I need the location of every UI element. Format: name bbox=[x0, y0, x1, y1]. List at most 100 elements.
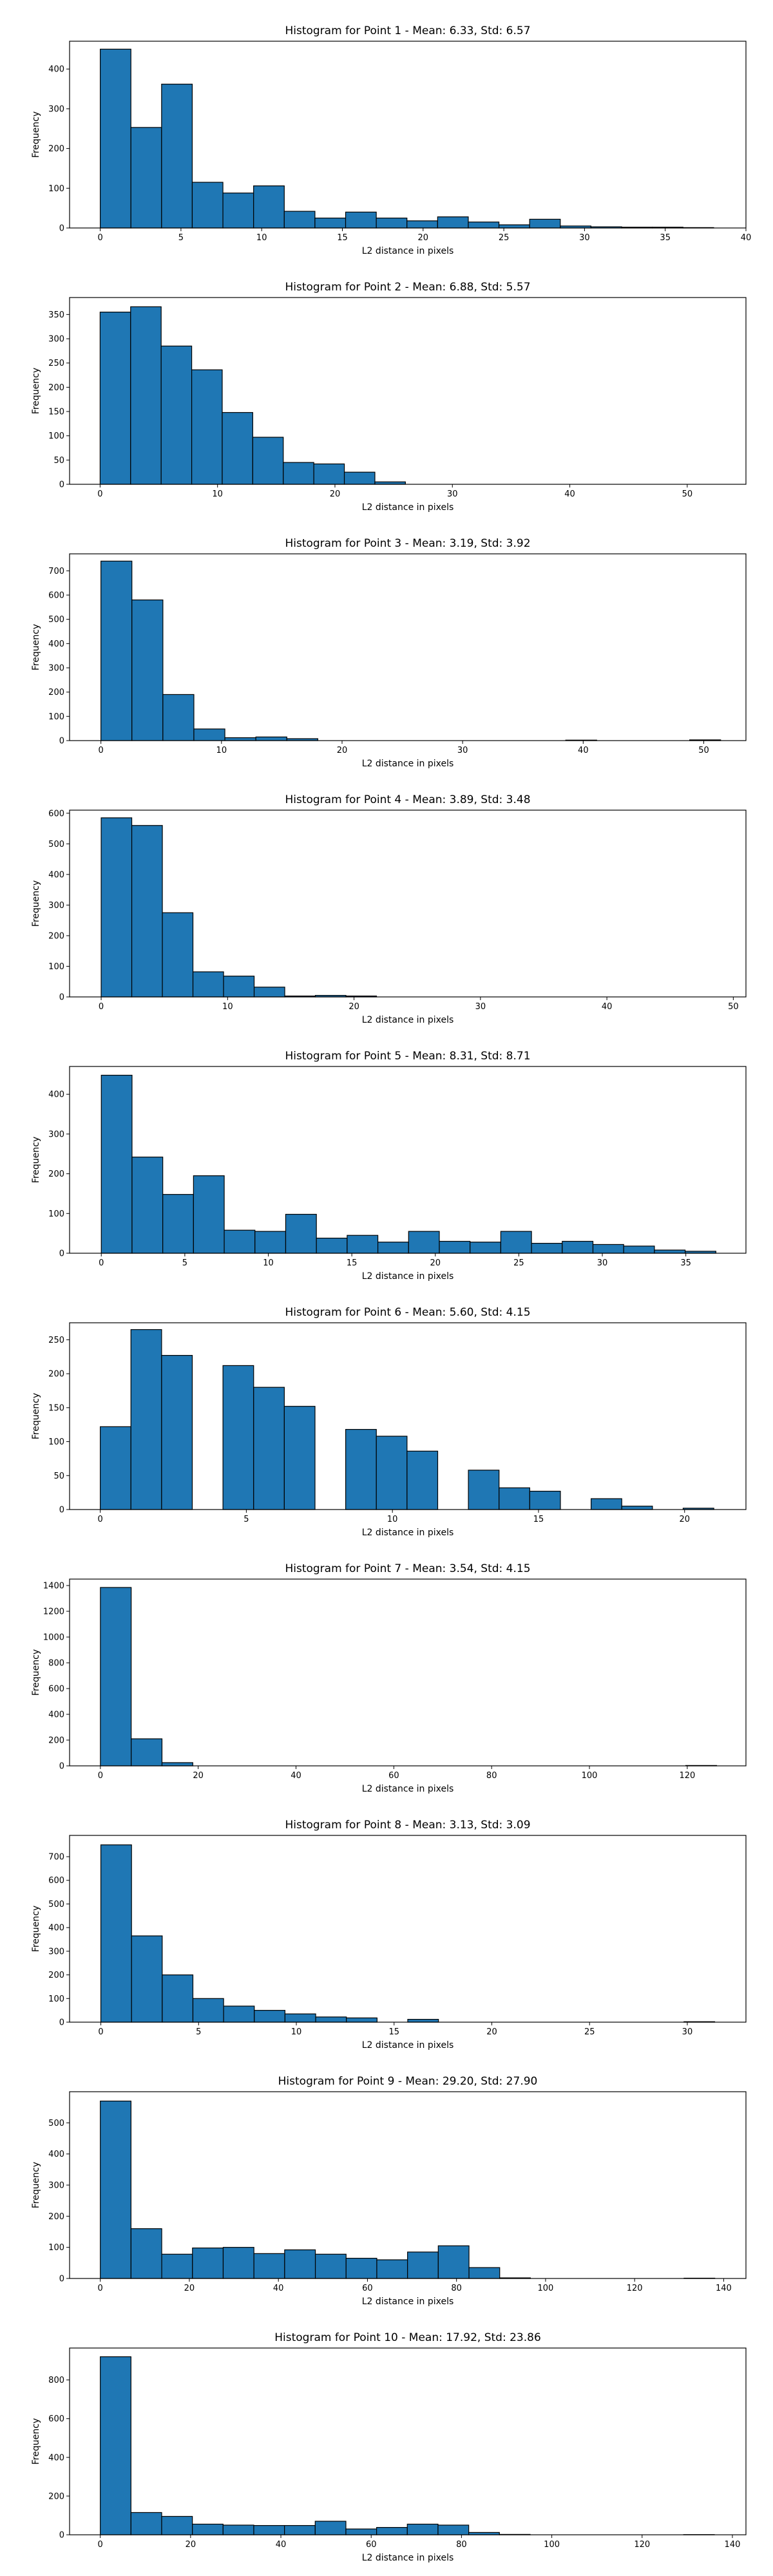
histogram-bar bbox=[499, 1487, 530, 1510]
x-tick-label: 50 bbox=[728, 1002, 739, 1012]
x-tick-label: 0 bbox=[98, 2284, 103, 2293]
histogram-bar bbox=[192, 971, 224, 998]
histogram-bar bbox=[376, 2259, 408, 2279]
histogram-panel-3: Histogram for Point 3 - Mean: 3.19, Std:… bbox=[31, 537, 747, 769]
x-tick-label: 25 bbox=[499, 233, 510, 243]
histogram-panel-5: Histogram for Point 5 - Mean: 8.31, Std:… bbox=[31, 1050, 747, 1282]
histogram-bar bbox=[343, 471, 376, 485]
chart-title: Histogram for Point 7 - Mean: 3.54, Std:… bbox=[285, 1562, 530, 1575]
x-tick-label: 80 bbox=[486, 1771, 497, 1781]
y-tick-label: 600 bbox=[48, 1685, 64, 1694]
y-tick-label: 1400 bbox=[43, 1582, 64, 1591]
y-tick-label: 100 bbox=[48, 184, 64, 194]
plot-frame bbox=[69, 1066, 747, 1254]
histogram-bar bbox=[439, 1240, 471, 1254]
histogram-bar bbox=[253, 2253, 285, 2279]
histogram-bar bbox=[222, 2247, 254, 2279]
y-tick-label: 800 bbox=[48, 2376, 64, 2385]
x-axis-label: L2 distance in pixels bbox=[362, 759, 454, 769]
histogram-bar bbox=[284, 2013, 316, 2023]
histogram-bar bbox=[131, 1157, 164, 1254]
y-tick-label: 400 bbox=[48, 1710, 64, 1720]
histogram-bar bbox=[285, 1213, 317, 1254]
x-tick-label: 80 bbox=[456, 2540, 467, 2550]
x-tick-label: 50 bbox=[682, 489, 693, 499]
histogram-bar bbox=[100, 1426, 131, 1510]
y-tick-label: 200 bbox=[48, 1170, 64, 1179]
histogram-bar bbox=[623, 1245, 655, 1254]
chart-title: Histogram for Point 9 - Mean: 29.20, Std… bbox=[278, 2075, 538, 2088]
plot-frame bbox=[69, 1835, 747, 2023]
histogram-bar bbox=[253, 1387, 285, 1510]
histogram-bar bbox=[100, 2100, 131, 2279]
y-tick-label: 100 bbox=[48, 712, 64, 722]
y-tick-label: 0 bbox=[59, 1506, 64, 1515]
histogram-bar bbox=[131, 1738, 163, 1766]
plot-frame bbox=[69, 1322, 747, 1510]
plot-frame bbox=[69, 553, 747, 741]
x-tick-label: 80 bbox=[451, 2284, 462, 2293]
histogram-panel-6: Histogram for Point 6 - Mean: 5.60, Std:… bbox=[31, 1306, 747, 1538]
x-tick-label: 20 bbox=[186, 2540, 196, 2550]
x-tick-label: 20 bbox=[430, 1258, 441, 1268]
histogram-bar bbox=[131, 1935, 163, 2023]
histogram-bar bbox=[437, 2245, 470, 2279]
x-tick-label: 40 bbox=[273, 2284, 284, 2293]
y-tick-label: 300 bbox=[48, 1130, 64, 1139]
histogram-bar bbox=[100, 560, 133, 741]
y-tick-label: 600 bbox=[48, 591, 64, 601]
y-axis-label: Frequency bbox=[31, 368, 41, 414]
y-tick-label: 600 bbox=[48, 1876, 64, 1886]
histogram-bar bbox=[161, 1762, 193, 1766]
histogram-bar bbox=[347, 1235, 379, 1254]
histogram-bar bbox=[160, 345, 193, 485]
y-tick-label: 250 bbox=[48, 359, 64, 368]
x-tick-label: 120 bbox=[679, 1771, 695, 1781]
y-tick-label: 0 bbox=[59, 480, 64, 490]
histogram-bar bbox=[100, 1844, 132, 2023]
y-tick-label: 0 bbox=[59, 1762, 64, 1772]
x-tick-label: 120 bbox=[627, 2284, 643, 2293]
histogram-bar bbox=[529, 1490, 561, 1510]
x-tick-label: 15 bbox=[337, 233, 348, 243]
x-tick-label: 10 bbox=[387, 1515, 398, 1524]
y-tick-label: 0 bbox=[59, 1249, 64, 1259]
histogram-panel-8: Histogram for Point 8 - Mean: 3.13, Std:… bbox=[31, 1819, 747, 2050]
plot-frame bbox=[69, 297, 747, 485]
y-tick-label: 300 bbox=[48, 2181, 64, 2191]
x-tick-label: 30 bbox=[682, 2027, 693, 2037]
histogram-bar bbox=[284, 2249, 316, 2279]
x-tick-label: 40 bbox=[564, 489, 575, 499]
histogram-bar bbox=[192, 2248, 224, 2279]
histogram-bar bbox=[314, 217, 347, 229]
x-tick-label: 0 bbox=[98, 2027, 103, 2037]
y-tick-label: 600 bbox=[48, 809, 64, 819]
histogram-bar bbox=[591, 1498, 622, 1510]
x-tick-label: 20 bbox=[348, 1002, 359, 1012]
plot-frame bbox=[69, 41, 747, 229]
x-tick-label: 10 bbox=[212, 489, 223, 499]
histogram-bar bbox=[130, 2512, 162, 2535]
y-tick-label: 200 bbox=[48, 1736, 64, 1746]
y-tick-label: 500 bbox=[48, 615, 64, 625]
x-axis-label: L2 distance in pixels bbox=[362, 502, 454, 513]
chart-title: Histogram for Point 3 - Mean: 3.19, Std:… bbox=[285, 537, 530, 550]
x-tick-label: 20 bbox=[330, 489, 341, 499]
histogram-bar bbox=[191, 182, 224, 229]
x-tick-label: 30 bbox=[475, 1002, 486, 1012]
y-tick-label: 500 bbox=[48, 1900, 64, 1909]
y-tick-label: 400 bbox=[48, 1924, 64, 1933]
histogram-bar bbox=[99, 311, 131, 485]
histogram-bar bbox=[498, 224, 530, 229]
y-tick-label: 200 bbox=[48, 1370, 64, 1379]
histogram-bar bbox=[314, 2521, 347, 2535]
histogram-panel-10: Histogram for Point 10 - Mean: 17.92, St… bbox=[31, 2331, 747, 2563]
histogram-bar bbox=[100, 1587, 132, 1766]
x-tick-label: 0 bbox=[98, 1771, 103, 1781]
y-tick-label: 400 bbox=[48, 639, 64, 649]
x-tick-label: 0 bbox=[99, 746, 104, 755]
histogram-bar bbox=[500, 1231, 532, 1254]
histogram-bar bbox=[131, 599, 164, 741]
y-tick-label: 300 bbox=[48, 901, 64, 911]
